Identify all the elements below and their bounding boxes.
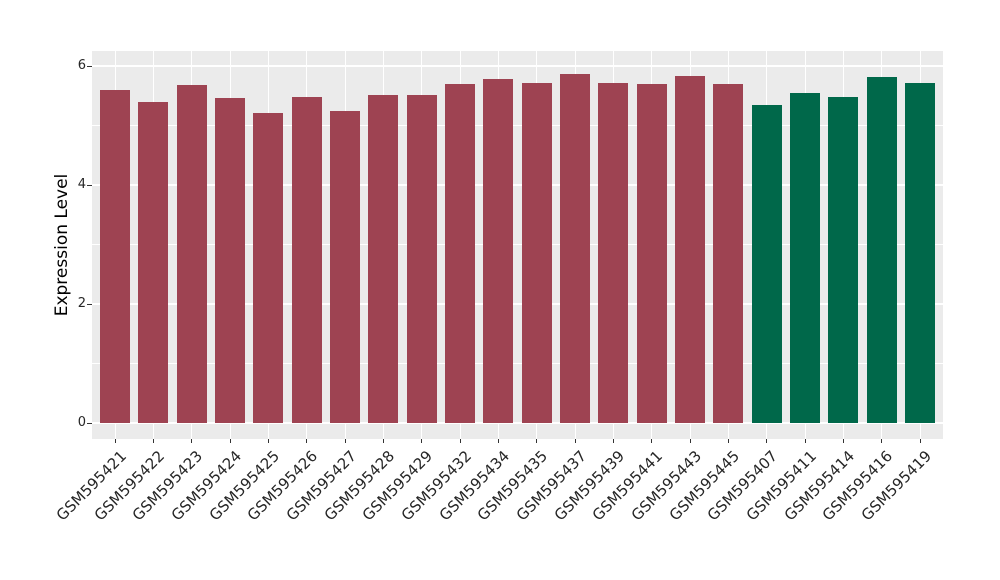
x-tick-mark bbox=[766, 439, 768, 443]
bar bbox=[483, 79, 514, 423]
y-tick-mark bbox=[87, 65, 92, 67]
x-tick-mark bbox=[306, 439, 308, 443]
x-tick-mark bbox=[842, 439, 844, 443]
bar bbox=[521, 82, 552, 423]
bar bbox=[905, 83, 935, 423]
bar bbox=[330, 110, 360, 423]
x-tick-mark bbox=[267, 439, 269, 443]
x-tick-mark bbox=[574, 439, 576, 443]
x-tick-mark bbox=[497, 439, 499, 443]
y-tick-mark bbox=[87, 303, 92, 305]
y-tick-mark bbox=[87, 422, 92, 424]
y-tick-label: 6 bbox=[77, 58, 86, 73]
x-tick-mark bbox=[536, 439, 538, 443]
x-tick-mark bbox=[191, 439, 193, 443]
x-tick-mark bbox=[152, 439, 154, 443]
x-tick-mark bbox=[612, 439, 614, 443]
bar bbox=[866, 76, 897, 423]
x-tick-mark bbox=[727, 439, 729, 443]
x-tick-mark bbox=[804, 439, 806, 443]
bar bbox=[368, 95, 399, 423]
x-tick-mark bbox=[114, 439, 116, 443]
gridline-minor bbox=[92, 244, 943, 245]
bar bbox=[636, 84, 667, 423]
x-tick-mark bbox=[919, 439, 921, 443]
bar bbox=[675, 75, 705, 423]
x-tick-mark bbox=[382, 439, 384, 443]
x-tick-mark bbox=[344, 439, 346, 443]
x-tick-mark bbox=[421, 439, 423, 443]
bar bbox=[828, 96, 859, 423]
x-tick-mark bbox=[459, 439, 461, 443]
bar bbox=[176, 85, 207, 423]
x-tick-mark bbox=[689, 439, 691, 443]
bar bbox=[598, 82, 629, 423]
x-tick-mark bbox=[651, 439, 653, 443]
y-tick-label: 0 bbox=[77, 415, 86, 430]
gridline-major bbox=[92, 184, 943, 186]
bar bbox=[713, 84, 744, 423]
y-tick-mark bbox=[87, 184, 92, 186]
y-tick-label: 2 bbox=[77, 296, 86, 311]
bar bbox=[291, 96, 322, 423]
x-tick-mark bbox=[229, 439, 231, 443]
bar bbox=[406, 95, 437, 423]
gridline-major bbox=[92, 65, 943, 67]
y-tick-label: 4 bbox=[77, 177, 86, 192]
bar bbox=[560, 73, 590, 423]
gridline-major bbox=[92, 422, 943, 424]
gridline-major bbox=[92, 303, 943, 305]
gridline-minor bbox=[92, 363, 943, 364]
bar bbox=[100, 89, 130, 423]
gridline-minor bbox=[92, 125, 943, 126]
bar bbox=[790, 93, 820, 423]
bar bbox=[253, 113, 284, 423]
bar bbox=[751, 104, 782, 423]
bar bbox=[138, 101, 169, 423]
bar bbox=[215, 98, 245, 423]
bar bbox=[445, 84, 475, 423]
x-tick-mark bbox=[881, 439, 883, 443]
